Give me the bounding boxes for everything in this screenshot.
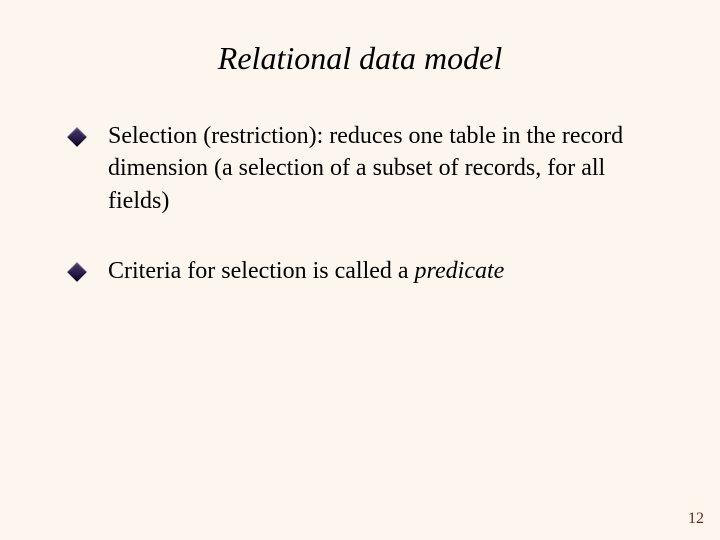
slide: Relational data model Selection (restric… bbox=[0, 0, 720, 540]
bullet-item: Criteria for selection is called a predi… bbox=[70, 255, 660, 287]
bullet-text-italic: predicate bbox=[415, 258, 505, 284]
bullet-item: Selection (restriction): reduces one tab… bbox=[70, 120, 660, 217]
diamond-bullet-icon bbox=[67, 127, 87, 147]
bullet-text-prefix: Criteria for selection is called a bbox=[108, 258, 415, 284]
bullet-text: Selection (restriction): reduces one tab… bbox=[108, 123, 623, 214]
page-number: 12 bbox=[688, 510, 704, 528]
slide-title: Relational data model bbox=[0, 40, 720, 77]
diamond-bullet-icon bbox=[67, 262, 87, 282]
slide-body: Selection (restriction): reduces one tab… bbox=[70, 120, 660, 326]
